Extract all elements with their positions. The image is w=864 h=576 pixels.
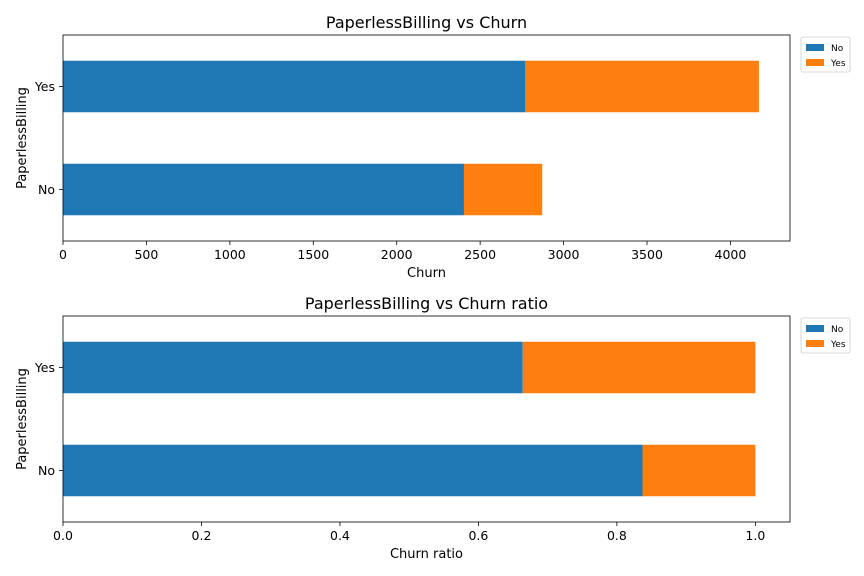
x-tick-label: 4000 — [715, 247, 747, 262]
legend-label-yes: Yes — [830, 340, 846, 350]
x-tick-label: 0.0 — [53, 528, 73, 543]
legend-label-no: No — [831, 325, 844, 335]
x-tick-label: 0.2 — [192, 528, 212, 543]
legend-swatch-yes — [806, 59, 824, 66]
bar-yes-series-yes — [522, 341, 756, 394]
chart-panel-1: 0 500 1000 1500 2000 2500 3000 3500 4000 No Yes Pap… — [15, 13, 851, 281]
x-tick-label: 1500 — [297, 247, 329, 262]
y-axis-label: PaperlessBilling — [15, 368, 30, 470]
bar-yes-series-no — [63, 60, 526, 113]
x-tick-label: 1000 — [214, 247, 246, 262]
x-tick-label: 0 — [59, 247, 67, 262]
x-tick-label: 0.4 — [330, 528, 350, 543]
legend-swatch-yes — [806, 340, 824, 347]
x-tick-label: 0.8 — [607, 528, 627, 543]
legend-swatch-no — [806, 44, 824, 51]
plot-frame — [62, 34, 791, 242]
x-tick-label: 0.6 — [468, 528, 488, 543]
bar-yes-series-yes — [525, 60, 759, 113]
x-tick-label: 3500 — [631, 247, 663, 262]
y-tick-label: No — [38, 463, 55, 478]
x-tick-label: 500 — [134, 247, 158, 262]
plot-frame — [62, 315, 791, 523]
legend-label-yes: Yes — [830, 59, 846, 69]
legend-label-no: No — [831, 44, 844, 54]
chart-panel-2: 0.0 0.2 0.4 0.6 0.8 1.0 No Yes PaperlessBilling … — [15, 294, 851, 562]
y-tick-label: Yes — [34, 79, 55, 94]
legend-swatch-no — [806, 325, 824, 332]
bar-no-series-no — [63, 444, 643, 497]
x-tick-label: 1.0 — [745, 528, 765, 543]
bar-no-series-yes — [642, 444, 756, 497]
y-axis-label: PaperlessBilling — [15, 87, 30, 189]
chart-title: PaperlessBilling vs Churn — [326, 13, 527, 32]
bar-no-series-no — [63, 163, 464, 216]
x-tick-label: 2000 — [381, 247, 413, 262]
chart-title: PaperlessBilling vs Churn ratio — [305, 294, 548, 313]
x-tick-label: 2500 — [464, 247, 496, 262]
bar-no-series-yes — [463, 163, 543, 216]
y-tick-label: Yes — [34, 360, 55, 375]
legend: No Yes — [800, 317, 851, 354]
y-tick-label: No — [38, 182, 55, 197]
x-tick-label: 3000 — [548, 247, 580, 262]
x-axis-label: Churn — [407, 266, 446, 281]
x-axis-label: Churn ratio — [390, 547, 463, 562]
bar-yes-series-no — [63, 341, 523, 394]
legend: No Yes — [800, 36, 851, 73]
